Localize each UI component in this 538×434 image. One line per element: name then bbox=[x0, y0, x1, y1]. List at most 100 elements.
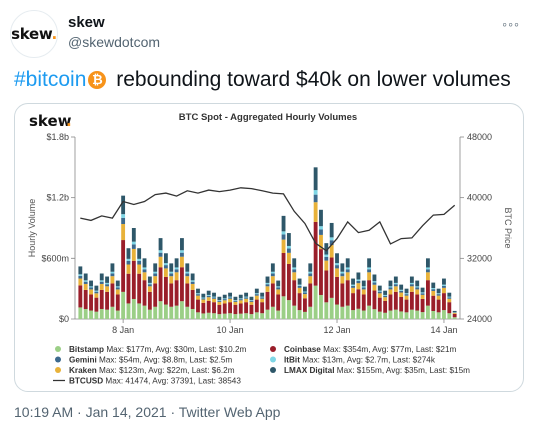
bar-segment-gemini bbox=[105, 284, 110, 287]
bar-segment-coinbase bbox=[345, 280, 350, 306]
display-name[interactable]: skew bbox=[68, 14, 105, 31]
bar-segment-kraken bbox=[276, 289, 281, 295]
bar-segment-bitstamp bbox=[265, 309, 270, 319]
bar-segment-kraken bbox=[377, 293, 382, 298]
bar-segment-itbit bbox=[110, 271, 115, 274]
bar-segment-lmax-digital bbox=[361, 280, 366, 287]
bar-segment-itbit bbox=[228, 296, 232, 298]
bar-segment-gemini bbox=[265, 284, 270, 287]
bar-segment-bitstamp bbox=[340, 306, 345, 319]
bar-segment-gemini bbox=[415, 287, 420, 290]
chart-image[interactable]: skew. BTC Spot - Aggregated Hourly Volume… bbox=[14, 103, 524, 392]
more-options-icon[interactable]: ◦◦◦ bbox=[502, 16, 520, 32]
bar-segment-gemini bbox=[190, 281, 195, 284]
legend-series-name: LMAX Digital bbox=[284, 366, 337, 375]
bar-segment-bitstamp bbox=[420, 312, 425, 319]
bar-segment-itbit bbox=[383, 294, 388, 296]
bar-segment-kraken bbox=[329, 245, 334, 258]
bar-segment-itbit bbox=[351, 284, 355, 286]
bar-segment-gemini bbox=[212, 297, 216, 299]
bar-segment-gemini bbox=[196, 294, 200, 296]
bar-segment-coinbase bbox=[78, 285, 83, 308]
bar-segment-gemini bbox=[399, 290, 404, 293]
bar-segment-coinbase bbox=[121, 240, 126, 292]
bar-segment-kraken bbox=[83, 283, 88, 290]
handle[interactable]: @skewdotcom bbox=[68, 34, 161, 50]
bar-segment-bitstamp bbox=[409, 309, 414, 319]
bar-segment-kraken bbox=[367, 272, 372, 281]
bar-segment-itbit bbox=[94, 290, 99, 292]
bar-segment-coinbase bbox=[244, 302, 249, 314]
avatar[interactable]: skew. bbox=[10, 10, 58, 58]
bar-segment-gemini bbox=[409, 284, 414, 287]
bar-segment-lmax-digital bbox=[206, 290, 211, 295]
bar-segment-itbit bbox=[121, 214, 126, 218]
bar-segment-kraken bbox=[420, 294, 425, 299]
bar-segment-lmax-digital bbox=[420, 287, 425, 293]
bar-segment-lmax-digital bbox=[158, 238, 163, 251]
legend-series-name: Kraken bbox=[69, 366, 99, 375]
legend-series-stats: Max: $13m, Avg: $2.7m, Last: $274k bbox=[302, 356, 436, 365]
bar-segment-kraken bbox=[292, 272, 297, 281]
hashtag-link[interactable]: #bitcoin bbox=[14, 68, 87, 91]
bar-segment-coinbase bbox=[217, 304, 222, 315]
bar-segment-lmax-digital bbox=[404, 288, 409, 294]
bar-segment-kraken bbox=[174, 272, 179, 281]
bar-segment-kraken bbox=[393, 286, 398, 292]
bar-segment-bitstamp bbox=[431, 310, 436, 319]
bar-segment-lmax-digital bbox=[99, 273, 104, 281]
bar-segment-coinbase bbox=[169, 283, 174, 307]
bar-segment-itbit bbox=[201, 297, 206, 299]
bar-segment-itbit bbox=[420, 292, 425, 294]
x-tick-label: 12 Jan bbox=[323, 325, 350, 335]
bar-segment-gemini bbox=[158, 252, 163, 257]
bar-segment-bitstamp bbox=[249, 314, 254, 319]
bar-segment-bitstamp bbox=[303, 311, 307, 319]
bar-segment-kraken bbox=[270, 276, 275, 284]
bar-segment-lmax-digital bbox=[399, 284, 404, 290]
bar-segment-itbit bbox=[329, 237, 334, 241]
timestamp[interactable]: 10:19 AM · Jan 14, 2021 bbox=[14, 404, 167, 420]
bar-segment-bitstamp bbox=[335, 304, 339, 319]
bar-segment-kraken bbox=[110, 276, 115, 284]
bar-segment-itbit bbox=[212, 296, 216, 298]
bar-segment-itbit bbox=[78, 274, 83, 276]
bar-segment-lmax-digital bbox=[431, 282, 436, 289]
y-tick-label: $1.2b bbox=[46, 193, 69, 203]
bar-segment-coinbase bbox=[409, 291, 414, 310]
bar-segment-lmax-digital bbox=[217, 296, 222, 301]
bar-segment-coinbase bbox=[190, 289, 195, 309]
y2-tick-label: 24000 bbox=[467, 314, 492, 324]
source-link[interactable]: Twitter Web App bbox=[178, 404, 281, 420]
bar-segment-gemini bbox=[99, 281, 104, 284]
bar-segment-bitstamp bbox=[89, 310, 93, 319]
bar-segment-lmax-digital bbox=[94, 285, 99, 291]
bar-segment-lmax-digital bbox=[196, 288, 200, 294]
bar-segment-lmax-digital bbox=[286, 233, 291, 246]
bar-segment-itbit bbox=[190, 280, 195, 282]
bar-segment-kraken bbox=[303, 294, 307, 299]
bar-segment-gemini bbox=[137, 260, 142, 265]
bar-segment-lmax-digital bbox=[351, 278, 355, 285]
bar-segment-itbit bbox=[442, 284, 446, 286]
bar-segment-gemini bbox=[83, 281, 88, 284]
bar-segment-itbit bbox=[105, 282, 110, 285]
bar-segment-bitstamp bbox=[276, 310, 281, 319]
bar-segment-kraken bbox=[319, 234, 323, 250]
bar-segment-coinbase bbox=[228, 302, 232, 314]
bar-segment-coinbase bbox=[377, 297, 382, 312]
legend-entry: LMAX Digital Max: $155m, Avg: $35m, Last… bbox=[284, 366, 470, 375]
bar-segment-lmax-digital bbox=[228, 292, 232, 297]
y2-axis-label: BTC Price bbox=[503, 207, 513, 248]
bar-segment-coinbase bbox=[222, 303, 227, 314]
bar-segment-lmax-digital bbox=[340, 263, 345, 272]
bar-segment-kraken bbox=[452, 312, 457, 314]
bar-segment-itbit bbox=[254, 293, 259, 295]
bar-segment-itbit bbox=[367, 267, 372, 270]
bar-segment-lmax-digital bbox=[335, 253, 339, 264]
bar-segment-gemini bbox=[436, 294, 441, 296]
bar-segment-itbit bbox=[415, 286, 420, 288]
bar-segment-gemini bbox=[126, 260, 131, 265]
bar-segment-itbit bbox=[99, 280, 104, 282]
bar-segment-bitstamp bbox=[147, 309, 152, 319]
